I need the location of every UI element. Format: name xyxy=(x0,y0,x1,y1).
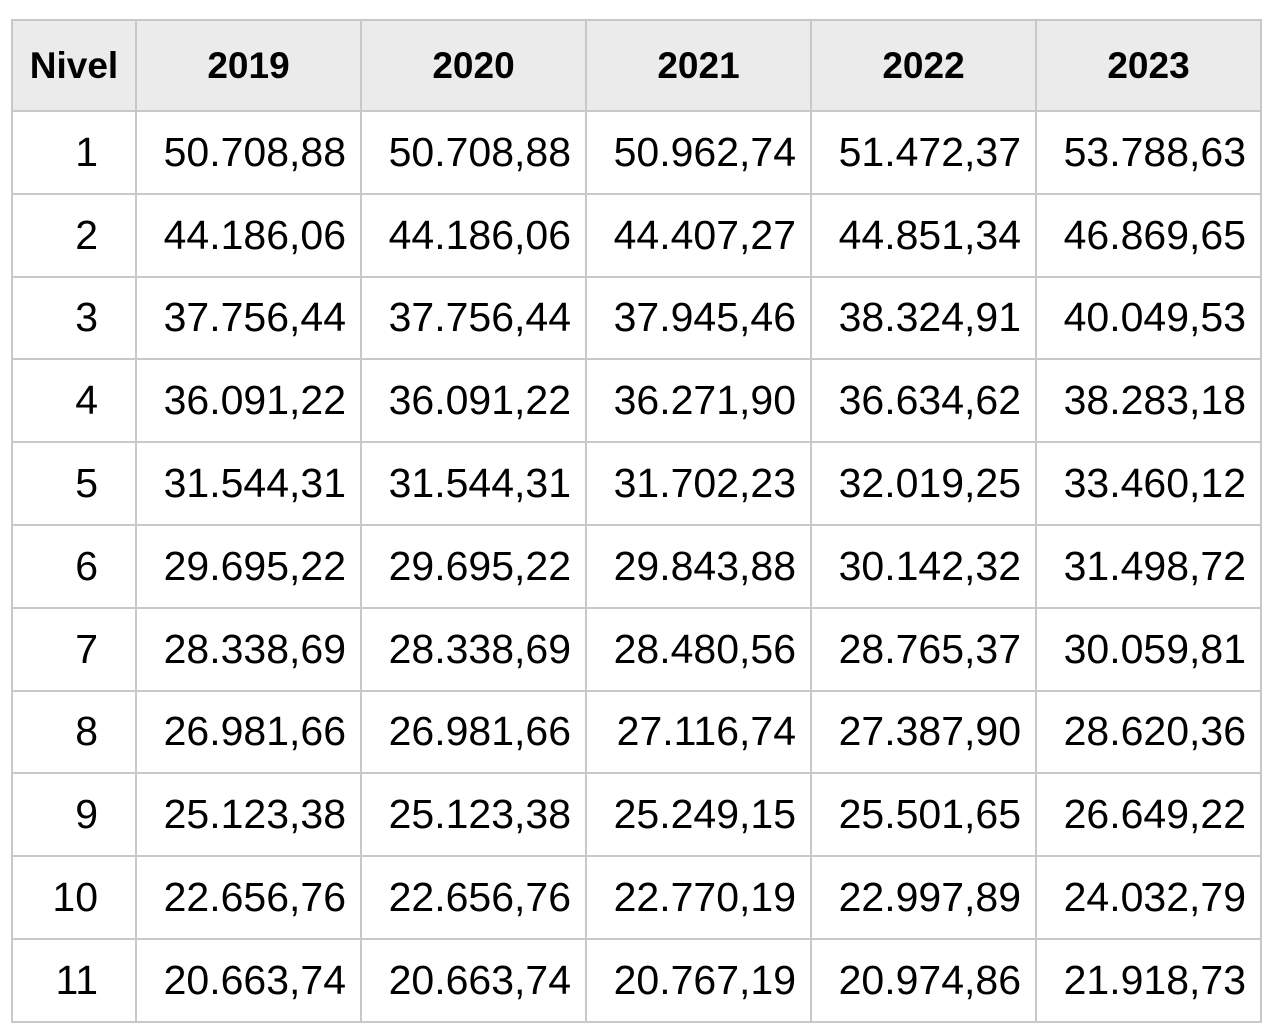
value-cell: 36.634,62 xyxy=(810,358,1037,444)
value-cell: 44.851,34 xyxy=(810,192,1037,278)
value-cell: 36.091,22 xyxy=(135,358,362,444)
value-cell: 31.544,31 xyxy=(360,441,587,526)
value-cell: 20.663,74 xyxy=(135,937,362,1023)
value-cell: 26.981,66 xyxy=(360,689,587,775)
value-cell: 33.460,12 xyxy=(1035,441,1262,526)
value-cell: 28.765,37 xyxy=(810,606,1037,692)
value-cell: 25.249,15 xyxy=(585,772,812,858)
value-cell: 28.338,69 xyxy=(135,606,362,692)
value-cell: 24.032,79 xyxy=(1035,855,1262,940)
table-row: 10 22.656,76 22.656,76 22.770,19 22.997,89 24… xyxy=(11,855,1262,940)
value-cell: 44.407,27 xyxy=(585,192,812,278)
header-cell: 2021 xyxy=(585,19,812,112)
value-cell: 20.974,86 xyxy=(810,937,1037,1023)
value-cell: 20.767,19 xyxy=(585,937,812,1023)
value-cell: 31.498,72 xyxy=(1035,523,1262,609)
value-cell: 22.656,76 xyxy=(135,855,362,940)
value-cell: 22.997,89 xyxy=(810,855,1037,940)
table-row: 4 36.091,22 36.091,22 36.271,90 36.634,62 38.… xyxy=(11,358,1262,444)
value-cell: 28.620,36 xyxy=(1035,689,1262,775)
value-cell: 37.756,44 xyxy=(135,275,362,361)
table-row: 2 44.186,06 44.186,06 44.407,27 44.851,34 46.… xyxy=(11,192,1262,278)
table-row: 5 31.544,31 31.544,31 31.702,23 32.019,25 33.… xyxy=(11,441,1262,526)
table-row: 9 25.123,38 25.123,38 25.249,15 25.501,65 26.… xyxy=(11,772,1262,858)
level-cell: 5 xyxy=(11,441,137,526)
value-cell: 26.649,22 xyxy=(1035,772,1262,858)
level-cell: 11 xyxy=(11,937,137,1023)
value-cell: 25.123,38 xyxy=(135,772,362,858)
value-cell: 50.962,74 xyxy=(585,110,812,195)
salary-table: Nivel 2019 2020 2021 2022 2023 1 50.708,88 50.7… xyxy=(11,19,1262,1023)
value-cell: 38.324,91 xyxy=(810,275,1037,361)
level-cell: 8 xyxy=(11,689,137,775)
table-row: 3 37.756,44 37.756,44 37.945,46 38.324,91 40.… xyxy=(11,275,1262,361)
level-cell: 4 xyxy=(11,358,137,444)
value-cell: 44.186,06 xyxy=(360,192,587,278)
value-cell: 28.480,56 xyxy=(585,606,812,692)
value-cell: 36.271,90 xyxy=(585,358,812,444)
level-cell: 2 xyxy=(11,192,137,278)
level-cell: 10 xyxy=(11,855,137,940)
value-cell: 37.945,46 xyxy=(585,275,812,361)
value-cell: 22.656,76 xyxy=(360,855,587,940)
level-cell: 7 xyxy=(11,606,137,692)
value-cell: 29.843,88 xyxy=(585,523,812,609)
table-row: 8 26.981,66 26.981,66 27.116,74 27.387,90 28.… xyxy=(11,689,1262,775)
value-cell: 29.695,22 xyxy=(135,523,362,609)
value-cell: 26.981,66 xyxy=(135,689,362,775)
value-cell: 20.663,74 xyxy=(360,937,587,1023)
level-cell: 9 xyxy=(11,772,137,858)
value-cell: 27.116,74 xyxy=(585,689,812,775)
level-cell: 6 xyxy=(11,523,137,609)
value-cell: 50.708,88 xyxy=(135,110,362,195)
value-cell: 28.338,69 xyxy=(360,606,587,692)
value-cell: 38.283,18 xyxy=(1035,358,1262,444)
value-cell: 25.501,65 xyxy=(810,772,1037,858)
header-cell: 2019 xyxy=(135,19,362,112)
value-cell: 53.788,63 xyxy=(1035,110,1262,195)
value-cell: 50.708,88 xyxy=(360,110,587,195)
header-cell: 2022 xyxy=(810,19,1037,112)
value-cell: 22.770,19 xyxy=(585,855,812,940)
header-cell: 2023 xyxy=(1035,19,1262,112)
header-row: Nivel 2019 2020 2021 2022 2023 xyxy=(11,19,1262,112)
table-row: 1 50.708,88 50.708,88 50.962,74 51.472,37 53.… xyxy=(11,110,1262,195)
value-cell: 40.049,53 xyxy=(1035,275,1262,361)
value-cell: 37.756,44 xyxy=(360,275,587,361)
value-cell: 32.019,25 xyxy=(810,441,1037,526)
level-cell: 1 xyxy=(11,110,137,195)
table-row: 6 29.695,22 29.695,22 29.843,88 30.142,32 31.… xyxy=(11,523,1262,609)
table-row: 11 20.663,74 20.663,74 20.767,19 20.974,86 21… xyxy=(11,937,1262,1023)
value-cell: 31.702,23 xyxy=(585,441,812,526)
value-cell: 29.695,22 xyxy=(360,523,587,609)
value-cell: 46.869,65 xyxy=(1035,192,1262,278)
value-cell: 27.387,90 xyxy=(810,689,1037,775)
value-cell: 31.544,31 xyxy=(135,441,362,526)
header-cell: 2020 xyxy=(360,19,587,112)
table-row: 7 28.338,69 28.338,69 28.480,56 28.765,37 30.… xyxy=(11,606,1262,692)
value-cell: 30.142,32 xyxy=(810,523,1037,609)
value-cell: 21.918,73 xyxy=(1035,937,1262,1023)
value-cell: 25.123,38 xyxy=(360,772,587,858)
value-cell: 51.472,37 xyxy=(810,110,1037,195)
table-body: 1 50.708,88 50.708,88 50.962,74 51.472,37 53.… xyxy=(11,110,1262,1023)
value-cell: 44.186,06 xyxy=(135,192,362,278)
level-cell: 3 xyxy=(11,275,137,361)
header-cell: Nivel xyxy=(11,19,137,112)
value-cell: 36.091,22 xyxy=(360,358,587,444)
value-cell: 30.059,81 xyxy=(1035,606,1262,692)
